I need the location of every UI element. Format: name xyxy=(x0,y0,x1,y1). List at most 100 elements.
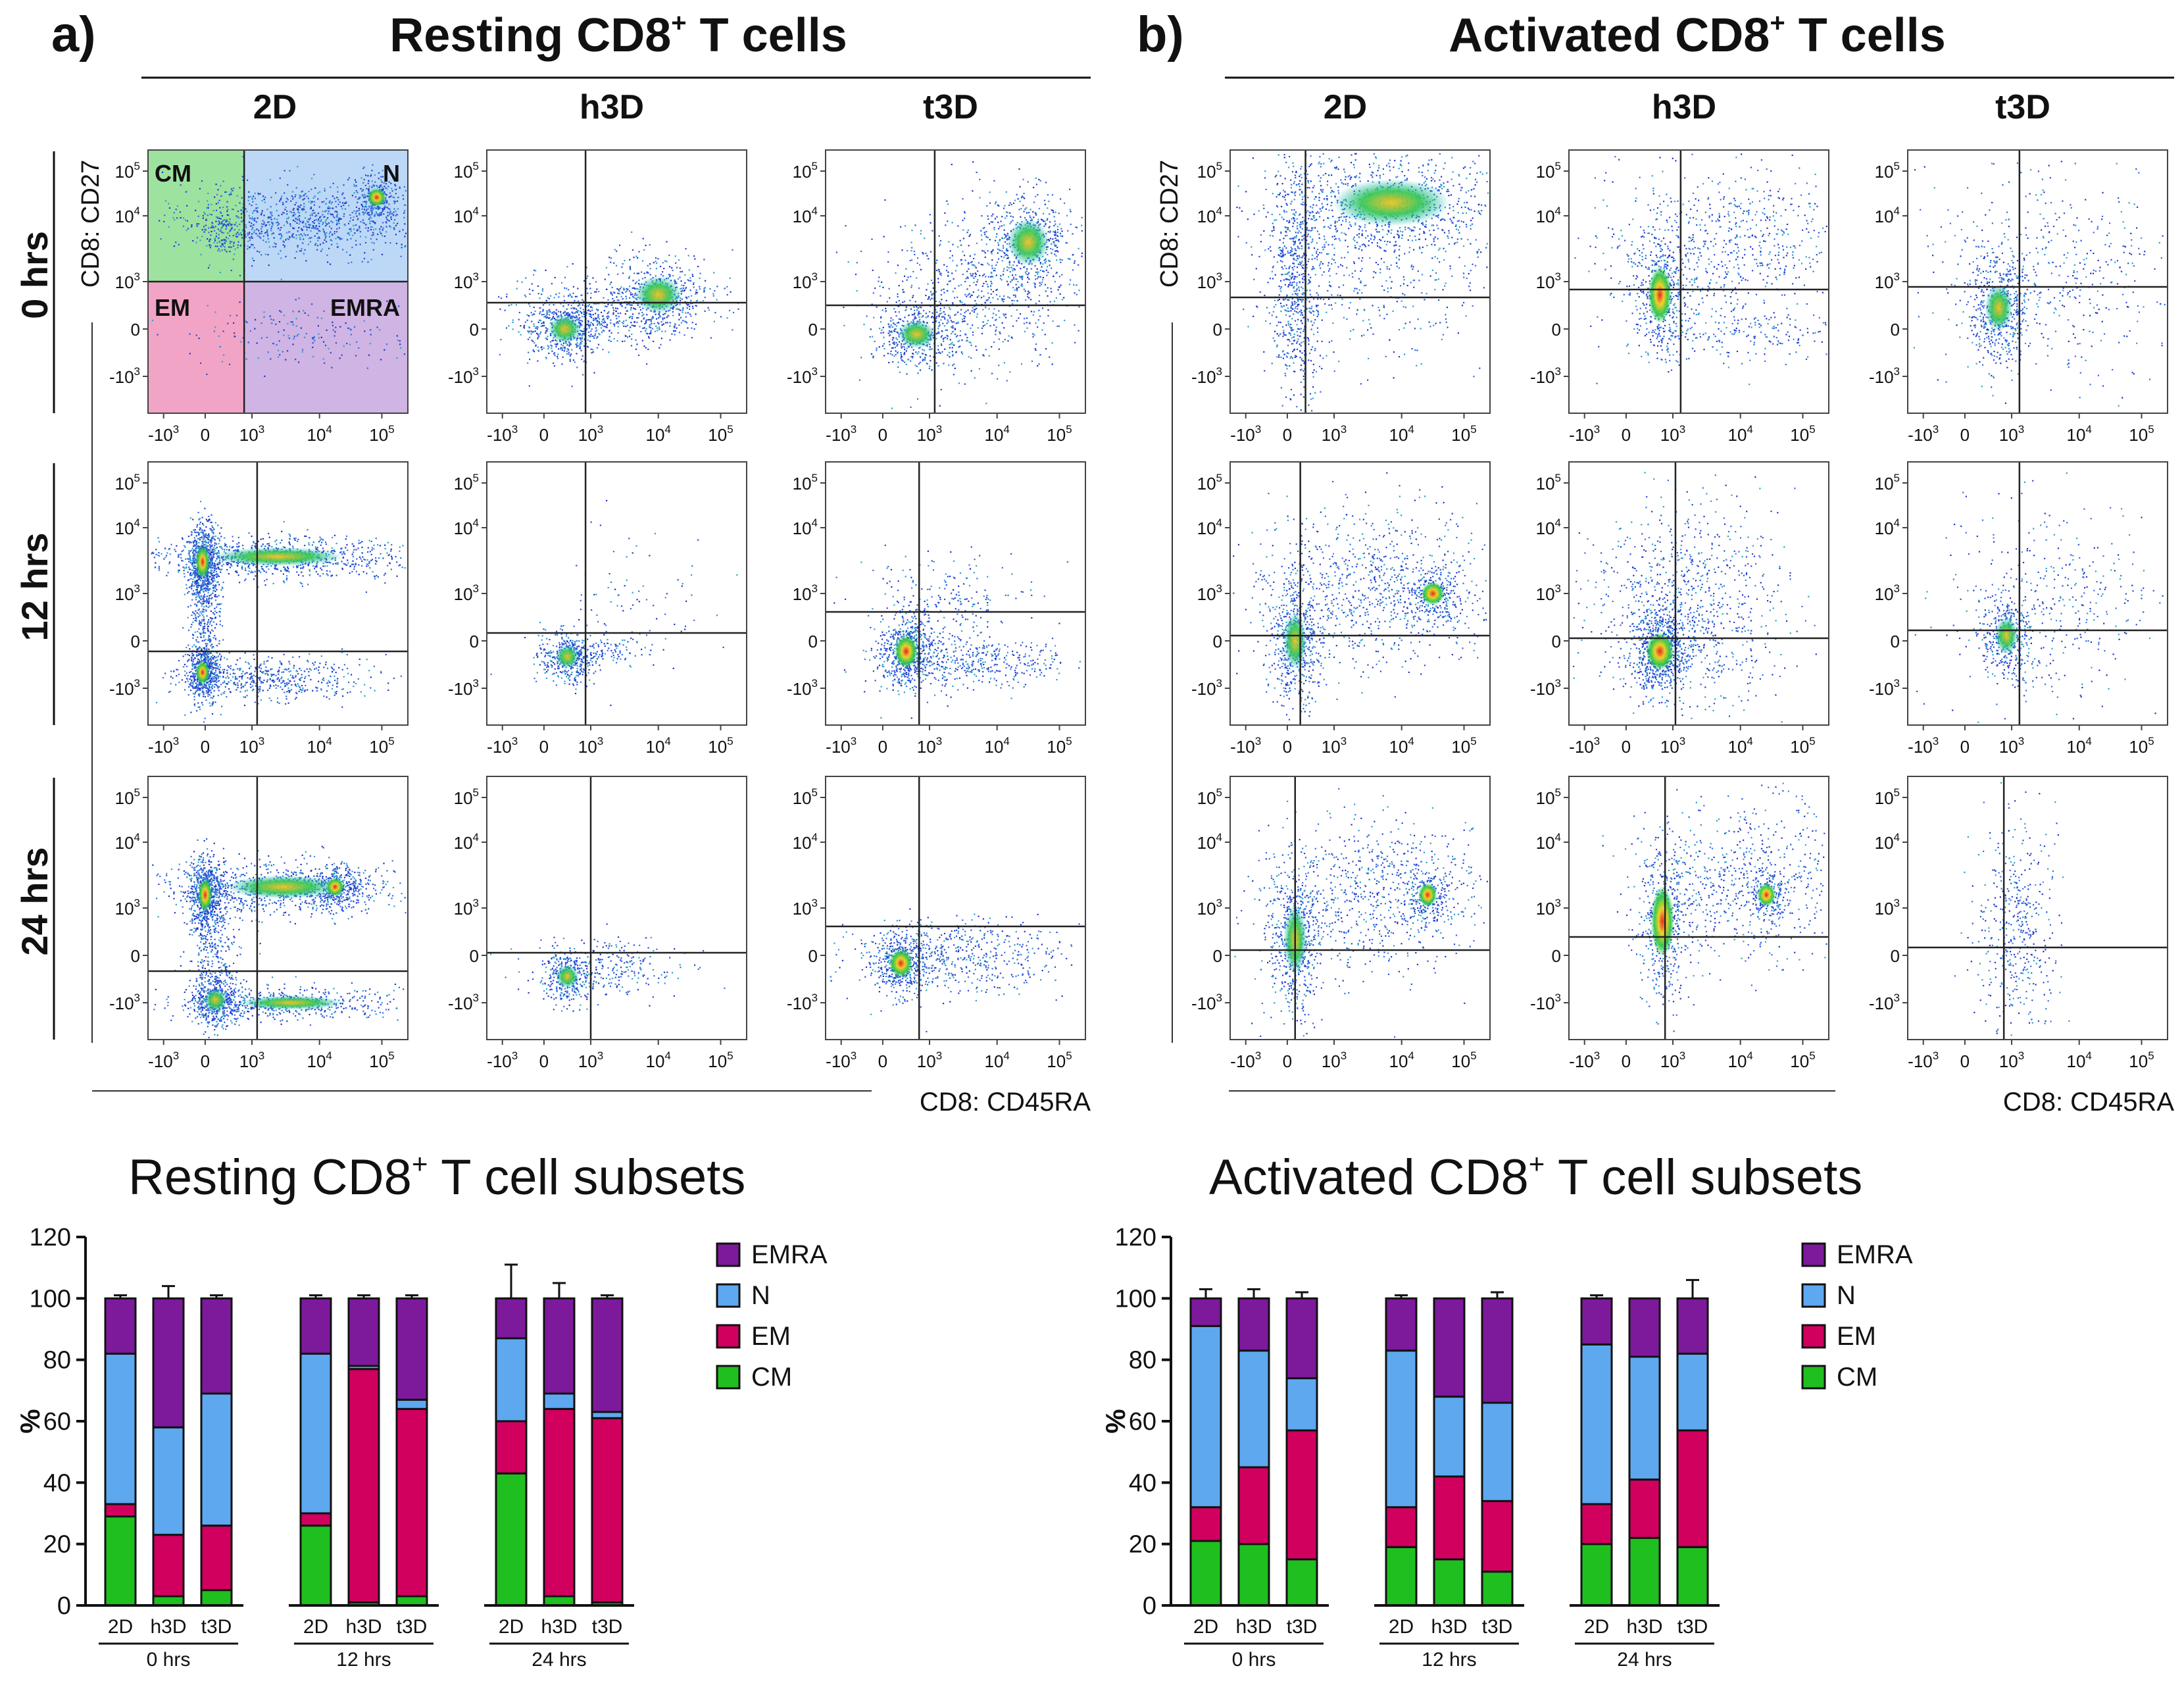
event-dot xyxy=(964,211,966,213)
event-dot xyxy=(357,228,359,230)
event-dot xyxy=(533,331,535,333)
event-dot xyxy=(1055,250,1056,252)
event-dot xyxy=(662,318,664,320)
event-dot xyxy=(545,337,547,339)
event-dot xyxy=(1014,296,1016,298)
event-dot xyxy=(1274,219,1276,221)
event-dot xyxy=(324,220,326,222)
event-dot xyxy=(955,322,957,324)
event-dot xyxy=(1002,273,1005,276)
event-dot xyxy=(226,211,228,213)
event-dot xyxy=(1011,279,1013,281)
event-dot xyxy=(628,316,631,318)
event-dot xyxy=(1328,209,1330,211)
event-dot xyxy=(504,309,506,311)
event-dot xyxy=(572,292,574,294)
event-dot xyxy=(614,292,616,294)
event-dot xyxy=(921,316,923,318)
event-dot xyxy=(214,239,216,241)
event-dot xyxy=(218,237,220,239)
event-dot xyxy=(1310,206,1312,208)
event-dot xyxy=(568,353,570,355)
event-dot xyxy=(1336,221,1338,223)
event-dot xyxy=(1380,258,1382,260)
event-dot xyxy=(683,289,685,291)
event-dot xyxy=(277,221,279,224)
event-dot xyxy=(1007,296,1009,298)
event-dot xyxy=(313,174,315,176)
event-dot xyxy=(1026,322,1028,324)
event-dot xyxy=(1008,204,1010,206)
event-dot xyxy=(191,224,193,226)
event-dot xyxy=(1399,227,1401,229)
event-dot xyxy=(918,351,920,353)
event-dot xyxy=(586,324,588,326)
event-dot xyxy=(1452,185,1454,187)
event-dot xyxy=(601,320,603,322)
event-dot xyxy=(891,407,893,409)
event-dot xyxy=(1023,266,1025,268)
event-dot xyxy=(508,325,510,327)
event-dot xyxy=(1335,168,1337,170)
x-axis-label: CD8: CD45RA xyxy=(920,1088,1091,1117)
event-dot xyxy=(242,337,244,339)
event-dot xyxy=(595,327,597,329)
event-dot xyxy=(577,319,579,321)
event-dot xyxy=(368,206,370,208)
event-dot xyxy=(1064,319,1066,322)
event-dot xyxy=(984,315,986,317)
event-dot xyxy=(919,369,922,371)
event-dot xyxy=(245,226,247,228)
event-dot xyxy=(612,297,614,300)
gate-label-cm: CM xyxy=(155,160,191,187)
event-dot xyxy=(616,296,618,298)
event-dot xyxy=(945,270,948,272)
event-dot xyxy=(218,223,220,225)
event-dot xyxy=(966,270,968,272)
panel-letter: a) xyxy=(51,7,96,63)
event-dot xyxy=(986,205,988,207)
event-dot xyxy=(907,359,909,361)
event-dot xyxy=(372,185,374,187)
event-dot xyxy=(1386,268,1388,270)
event-dot xyxy=(229,193,231,195)
event-dot xyxy=(952,343,954,345)
event-dot xyxy=(1393,236,1395,238)
event-dot xyxy=(318,237,320,239)
x-tick-label: -103 xyxy=(826,423,856,445)
condition-header-t3d: t3D xyxy=(1995,88,2050,126)
event-dot xyxy=(569,343,571,345)
event-dot xyxy=(957,340,959,343)
event-dot xyxy=(214,238,216,241)
event-dot xyxy=(319,191,321,193)
event-dot xyxy=(275,222,278,224)
event-dot xyxy=(531,320,533,322)
event-dot xyxy=(327,217,329,219)
event-dot xyxy=(249,217,251,219)
event-dot xyxy=(951,163,953,166)
event-dot xyxy=(1074,341,1076,343)
panel-letter: b) xyxy=(1137,7,1184,63)
event-dot xyxy=(885,311,887,313)
event-dot xyxy=(311,214,313,216)
event-dot xyxy=(221,221,223,223)
event-dot xyxy=(1006,243,1008,245)
event-dot xyxy=(231,209,233,211)
event-dot xyxy=(918,363,920,365)
event-dot xyxy=(1370,238,1372,240)
event-dot xyxy=(240,220,242,222)
event-dot xyxy=(1350,162,1353,164)
event-dot xyxy=(341,193,343,195)
event-dot xyxy=(1027,274,1029,276)
event-dot xyxy=(554,355,556,357)
event-dot xyxy=(207,200,209,202)
event-dot xyxy=(580,311,583,313)
event-dot xyxy=(295,238,297,239)
event-dot xyxy=(308,224,310,226)
event-dot xyxy=(1036,271,1038,273)
event-dot xyxy=(685,248,687,250)
event-dot xyxy=(637,283,640,285)
event-dot xyxy=(1252,157,1254,159)
event-dot xyxy=(595,317,597,320)
